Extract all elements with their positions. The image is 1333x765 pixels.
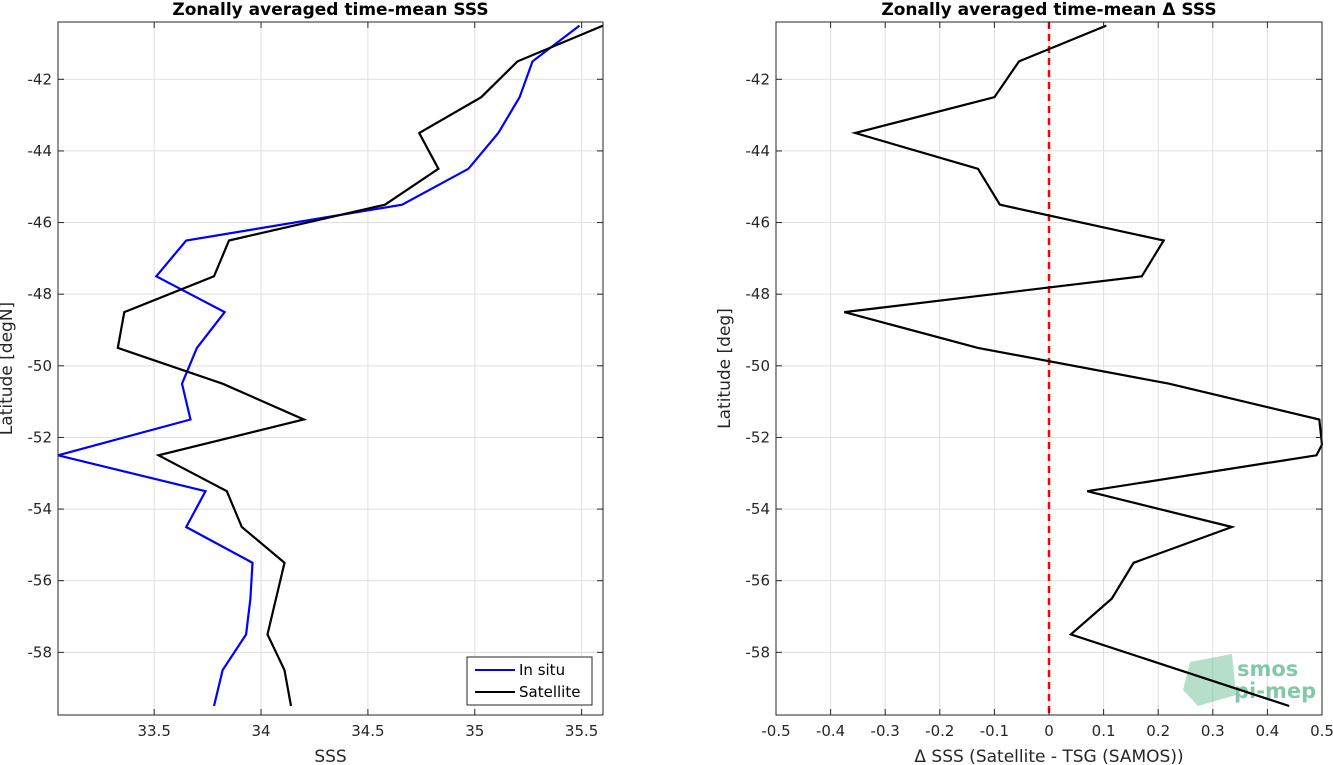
left-grid	[58, 22, 603, 715]
right-x-axis-label: Δ SSS (Satellite - TSG (SAMOS))	[914, 747, 1183, 765]
right-x-tick-label: -0.2	[925, 722, 954, 740]
right-y-tick-label: -54	[746, 500, 771, 518]
right-y-tick-label: -46	[746, 214, 771, 232]
right-x-tick-label: -0.1	[980, 722, 1009, 740]
right-x-tick-label: -0.3	[871, 722, 900, 740]
right-series-line-delta-sss	[844, 24, 1324, 708]
logo-text-pi-mep: pi-mep	[1234, 679, 1316, 703]
left-y-tick-label: -42	[28, 70, 53, 88]
right-ticks: -0.5 -0.4 -0.3 -0.2 -0.1 0 0.1 0.2 0.3 0.4 0.5 -42 -…	[746, 22, 1333, 740]
right-x-tick-label: 0.1	[1092, 722, 1116, 740]
left-y-tick-label: -48	[28, 285, 53, 303]
left-y-tick-label: -44	[28, 142, 53, 160]
left-axes-frame	[57, 21, 604, 716]
left-series-line-satellite	[116, 24, 604, 707]
legend: In situ Satellite	[466, 656, 593, 706]
left-y-tick-label: -56	[28, 572, 53, 590]
left-y-tick-label: -50	[28, 357, 53, 375]
left-y-axis-label: Latitude [degN]	[0, 302, 17, 435]
smos-pi-mep-logo: smos pi-mep	[1183, 654, 1316, 706]
left-x-tick-label: 34	[251, 722, 270, 740]
legend-label-satellite: Satellite	[519, 683, 580, 701]
right-x-tick-label: 0.3	[1201, 722, 1225, 740]
legend-label-in-situ: In situ	[519, 661, 565, 679]
right-y-tick-label: -58	[746, 643, 771, 661]
left-x-tick-label: 34.5	[351, 722, 384, 740]
right-y-tick-label: -50	[746, 357, 771, 375]
left-chart-title: Zonally averaged time-mean SSS	[172, 0, 488, 20]
logo-text-smos: smos	[1237, 657, 1298, 681]
right-y-tick-label: -52	[746, 428, 771, 446]
right-x-tick-label: 0.4	[1255, 722, 1279, 740]
left-x-tick-label: 33.5	[137, 722, 170, 740]
left-plot-area	[58, 22, 603, 715]
left-x-axis-label: SSS	[314, 747, 346, 765]
right-x-tick-label: 0.2	[1146, 722, 1170, 740]
right-y-tick-label: -42	[746, 70, 771, 88]
left-y-tick-label: -58	[28, 643, 53, 661]
left-x-tick-label: 35	[465, 722, 484, 740]
right-x-tick-label: -0.5	[761, 722, 790, 740]
right-chart-title: Zonally averaged time-mean Δ SSS	[881, 0, 1216, 20]
right-y-tick-label: -56	[746, 572, 771, 590]
right-y-tick-label: -44	[746, 142, 771, 160]
right-x-tick-label: -0.4	[816, 722, 845, 740]
left-ticks: 33.5 34 34.5 35 35.5 -42 -44 -46 -48 -50 -52 -54 -56…	[28, 22, 603, 740]
right-y-tick-label: -48	[746, 285, 771, 303]
right-x-tick-label: 0	[1044, 722, 1054, 740]
legend-box	[466, 656, 593, 706]
left-panel: 33.5 34 34.5 35 35.5 -42 -44 -46 -48 -50 -52 -54 -56…	[0, 0, 604, 765]
left-series-lines	[57, 24, 604, 707]
left-y-tick-label: -54	[28, 500, 53, 518]
left-x-tick-label: 35.5	[565, 722, 598, 740]
left-y-tick-label: -52	[28, 428, 53, 446]
right-x-tick-label: 0.5	[1310, 722, 1333, 740]
left-series-line-in-situ	[57, 24, 581, 707]
right-series-lines	[844, 22, 1324, 715]
right-y-axis-label: Latitude [deg]	[715, 308, 735, 429]
left-y-tick-label: -46	[28, 214, 53, 232]
right-panel: smos pi-mep -0.5 -0.4 -0.3 -0.2 -0.1 0 0.1 0.2 0…	[715, 0, 1333, 765]
